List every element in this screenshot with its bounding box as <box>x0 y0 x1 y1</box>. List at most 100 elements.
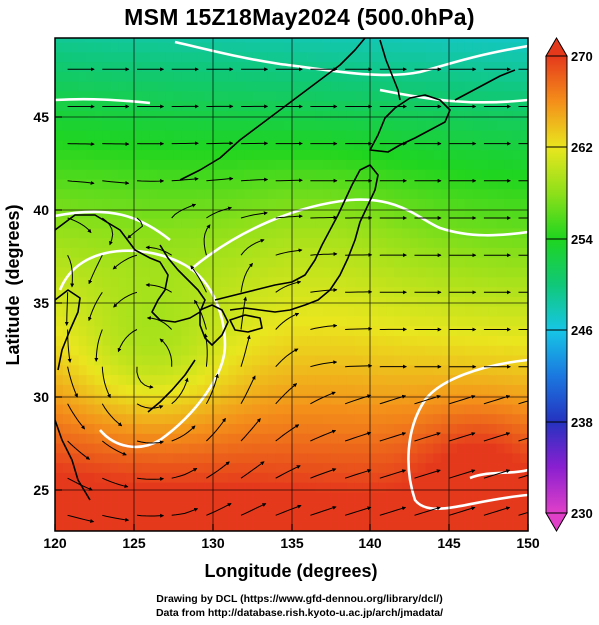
field-cell <box>244 482 253 493</box>
field-cell <box>299 325 308 336</box>
field-cell <box>291 413 300 424</box>
field-cell <box>488 198 498 209</box>
field-cell <box>141 38 151 43</box>
field-cell <box>78 315 88 327</box>
field-cell <box>244 41 253 53</box>
field-cell <box>228 208 237 219</box>
credit-line-drawing: Drawing by DCL (https://www.gfd-dennou.o… <box>156 593 443 605</box>
field-cell <box>299 511 308 522</box>
field-cell <box>315 188 324 199</box>
field-cell <box>173 208 182 219</box>
field-cell <box>401 51 411 63</box>
field-cell <box>417 345 427 356</box>
streamline-arrow <box>136 366 154 389</box>
field-cell <box>62 169 72 180</box>
field-cell <box>394 237 403 248</box>
field-cell <box>275 521 285 531</box>
field-cell <box>520 374 528 385</box>
field-cell <box>307 38 316 43</box>
field-cell <box>457 237 466 248</box>
field-cell <box>338 276 348 288</box>
field-cell <box>472 511 482 522</box>
streamline-arrow <box>102 514 130 522</box>
field-cell <box>212 266 222 278</box>
field-cell <box>275 276 285 288</box>
field-cell <box>173 38 182 43</box>
field-cell <box>449 482 458 493</box>
field-cell <box>394 491 403 503</box>
field-cell <box>401 325 411 336</box>
field-cell <box>330 266 340 278</box>
field-cell <box>323 394 332 405</box>
field-cell <box>244 315 253 327</box>
field-cell <box>409 218 419 229</box>
field-cell <box>126 100 135 111</box>
field-cell <box>212 120 222 131</box>
field-cell <box>86 120 95 131</box>
field-cell <box>330 364 340 376</box>
field-cell <box>204 306 214 317</box>
field-cell <box>212 384 222 395</box>
field-cell <box>425 286 434 297</box>
field-cell <box>441 90 450 102</box>
field-cell <box>472 335 482 346</box>
field-cell <box>370 472 379 483</box>
x-tick-label: 130 <box>201 535 225 551</box>
field-cell <box>386 501 395 513</box>
field-cell <box>283 227 293 239</box>
field-cell <box>315 159 324 170</box>
field-cell <box>464 178 474 190</box>
field-cell <box>441 120 450 131</box>
field-cell <box>512 90 521 102</box>
streamline-arrow <box>275 178 303 183</box>
field-cell <box>323 61 332 72</box>
field-cell <box>220 90 229 102</box>
field-cell <box>157 472 166 483</box>
field-cell <box>260 315 269 327</box>
field-cell <box>220 394 229 405</box>
field-cell <box>283 257 293 268</box>
field-cell <box>386 433 395 444</box>
field-cell <box>449 71 458 82</box>
field-cell <box>338 443 348 454</box>
field-cell <box>94 384 103 395</box>
colorbar-label: 262 <box>571 140 593 155</box>
field-cell <box>370 188 379 199</box>
field-cell <box>512 462 521 473</box>
field-cell <box>330 247 340 258</box>
field-cell <box>488 208 498 219</box>
field-cell <box>409 129 419 141</box>
field-cell <box>94 218 103 229</box>
field-cell <box>228 413 237 424</box>
field-cell <box>141 257 151 268</box>
field-cell <box>204 139 214 151</box>
field-cell <box>220 472 229 483</box>
field-cell <box>165 178 174 190</box>
field-cell <box>126 374 135 385</box>
field-cell <box>457 41 466 53</box>
field-cell <box>449 149 458 160</box>
field-cell <box>291 335 300 346</box>
field-cell <box>299 188 308 199</box>
field-cell <box>512 394 521 405</box>
x-tick-label: 140 <box>358 535 382 551</box>
field-cell <box>165 120 174 131</box>
field-cell <box>299 110 308 121</box>
field-cell <box>110 384 119 395</box>
field-cell <box>504 384 513 395</box>
field-cell <box>181 169 190 180</box>
field-cell <box>307 169 316 180</box>
streamline-arrow <box>136 403 164 409</box>
field-cell <box>118 61 127 72</box>
field-cell <box>354 276 364 288</box>
field-cell <box>78 306 88 317</box>
field-cell <box>496 374 505 385</box>
field-cell <box>283 423 293 434</box>
field-cell <box>126 345 135 356</box>
field-cell <box>496 61 505 72</box>
field-cell <box>62 266 72 278</box>
field-cell <box>433 501 442 513</box>
field-cell <box>252 443 261 454</box>
field-cell <box>267 90 277 102</box>
field-cell <box>338 423 348 434</box>
